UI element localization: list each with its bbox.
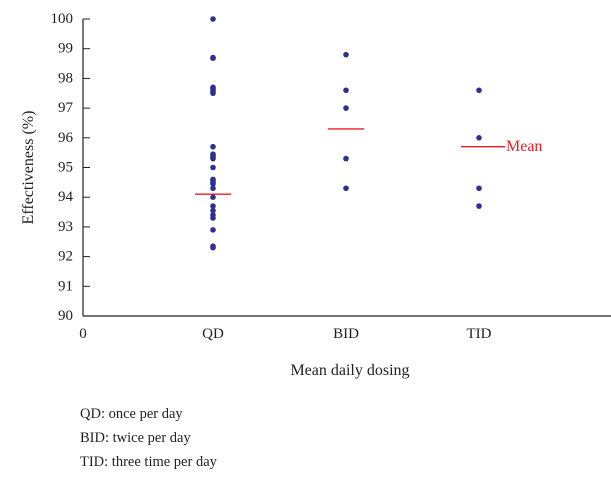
y-tick-label: 94: [58, 189, 74, 205]
y-tick-label: 97: [58, 100, 74, 116]
data-point: [210, 227, 216, 233]
scatter-chart: 90 91 92 93 94 95 96 97 98 99 100 0 QD BID TID Effect…: [20, 11, 611, 379]
data-point: [476, 87, 482, 94]
mean-lines: [195, 128, 497, 195]
x-axis-ticks: 0 QD BID TID: [79, 326, 491, 342]
data-point: [476, 135, 482, 141]
x-axis-title: Mean daily dosing: [290, 362, 409, 379]
y-tick-label: 95: [58, 160, 73, 176]
data-point: [476, 185, 482, 192]
data-points: [210, 16, 482, 251]
y-tick-label: 92: [58, 249, 73, 265]
data-point: [343, 105, 349, 111]
data-point: [210, 181, 216, 187]
y-tick-label: 93: [58, 219, 73, 235]
x-tick-label: BID: [333, 326, 359, 342]
dosing-legend: QD: once per day BID: twice per day TID:…: [80, 402, 217, 474]
data-point: [476, 203, 482, 209]
data-point: [210, 155, 216, 162]
data-point: [210, 207, 216, 214]
x-tick-label: QD: [202, 326, 224, 342]
data-point: [210, 143, 216, 150]
mean-annotation-label: Mean: [506, 138, 542, 155]
data-point: [343, 155, 349, 162]
data-point: [210, 185, 216, 192]
y-tick-label: 91: [58, 278, 73, 294]
data-point: [343, 51, 349, 58]
x-tick-label: TID: [467, 326, 492, 342]
data-point: [210, 164, 216, 171]
data-point: [210, 244, 216, 251]
y-tick-label: 96: [58, 130, 74, 146]
data-point: [210, 194, 216, 200]
y-tick-label: 90: [58, 308, 73, 324]
y-tick-label: 98: [58, 70, 73, 86]
x-tick-label: 0: [79, 326, 87, 342]
y-tick-label: 100: [51, 11, 74, 27]
data-point: [343, 185, 349, 192]
data-point: [210, 90, 216, 97]
data-point: [210, 16, 216, 22]
data-point: [210, 215, 216, 221]
y-tick-label: 99: [58, 41, 73, 57]
data-point: [210, 203, 216, 209]
footnote-qd: QD: once per day: [80, 406, 183, 422]
y-axis-ticks: 90 91 92 93 94 95 96 97 98 99 100: [51, 11, 90, 324]
footnote-tid: TID: three time per day: [80, 454, 217, 470]
footnote-bid: BID: twice per day: [80, 430, 191, 446]
data-point: [210, 55, 216, 62]
data-point: [343, 87, 349, 94]
y-axis-title: Effectiveness (%): [20, 111, 37, 225]
